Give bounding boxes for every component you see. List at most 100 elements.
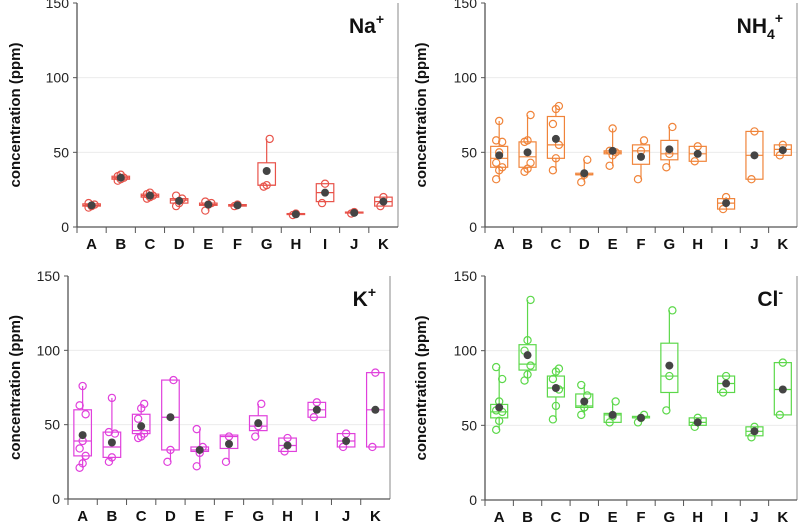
- data-point: [526, 158, 535, 167]
- mean-marker: [778, 146, 787, 155]
- x-tick-label: I: [724, 509, 728, 526]
- data-point: [491, 362, 501, 372]
- box: [660, 139, 679, 161]
- mean-marker: [722, 199, 731, 208]
- data-point: [139, 399, 149, 409]
- x-tick-label: D: [579, 236, 590, 253]
- data-point: [309, 413, 319, 422]
- x-tick-label: C: [550, 509, 561, 526]
- x-tick-label: K: [777, 509, 788, 526]
- data-point: [494, 116, 504, 126]
- x-tick-label: K: [378, 236, 389, 253]
- box-plot-G: [248, 399, 268, 441]
- box-plot-A: [73, 381, 93, 472]
- title-superscript: -: [778, 284, 783, 300]
- data-point: [611, 397, 620, 406]
- box-plot-D: [575, 155, 594, 187]
- box: [73, 409, 93, 457]
- mean-marker: [321, 188, 330, 197]
- data-point: [491, 175, 501, 184]
- data-point: [662, 163, 671, 172]
- data-point: [192, 462, 201, 471]
- data-point: [257, 399, 266, 409]
- data-point: [166, 445, 175, 455]
- data-point: [662, 406, 671, 415]
- box-plot-B: [102, 393, 122, 467]
- box-plot-F: [219, 432, 239, 467]
- box-plot-D: [161, 375, 180, 467]
- mean-marker: [145, 191, 154, 200]
- mean-marker: [116, 173, 125, 182]
- box-plot-I: [716, 192, 736, 214]
- data-point: [368, 442, 377, 452]
- x-tick-label: F: [636, 236, 645, 253]
- x-tick-label: C: [550, 236, 561, 253]
- data-point: [577, 177, 586, 187]
- title-superscript: +: [775, 10, 783, 26]
- mean-marker: [87, 201, 96, 210]
- y-axis-label: concentration (ppm): [7, 42, 24, 187]
- y-tick-label: 100: [37, 342, 61, 358]
- data-point: [548, 166, 558, 175]
- x-tick-label: D: [165, 508, 176, 525]
- y-tick-label: 150: [46, 0, 70, 11]
- box-plot-E: [190, 424, 210, 471]
- box-plot-J: [745, 127, 764, 184]
- data-point: [265, 134, 274, 144]
- box-plot-K: [374, 192, 393, 211]
- y-tick-label: 50: [461, 144, 477, 160]
- data-point: [78, 381, 87, 391]
- data-point: [718, 388, 728, 397]
- mean-marker: [637, 152, 645, 161]
- mean-marker: [78, 431, 87, 440]
- mean-marker: [551, 384, 560, 392]
- data-point: [523, 370, 532, 379]
- data-point: [554, 364, 564, 373]
- mean-marker: [312, 405, 321, 414]
- x-tick-label: J: [342, 508, 350, 525]
- data-point: [491, 136, 501, 145]
- x-tick-label: B: [106, 508, 117, 525]
- box-plot-K: [365, 368, 385, 452]
- box-plot-C: [546, 364, 566, 424]
- mean-marker: [551, 134, 560, 143]
- data-point: [608, 124, 617, 133]
- mean-marker: [523, 351, 532, 360]
- y-tick-label: 100: [454, 70, 478, 86]
- data-point: [747, 175, 756, 184]
- box-plot-K: [773, 140, 792, 160]
- chart-panel: 0 50 100 150 concentration (ppm) Na+ A B C D E F G H I…: [7, 0, 399, 253]
- panel-title: Cl-: [757, 284, 783, 311]
- box-plot-A: [490, 362, 509, 435]
- mean-marker: [137, 422, 146, 431]
- chart-panel: 0 50 100 150 concentration (ppm) NH4+ A B C D E F G H…: [413, 0, 798, 253]
- x-tick-label: E: [195, 508, 205, 525]
- box-plot-H: [688, 413, 707, 432]
- x-tick-label: E: [203, 236, 213, 253]
- data-point: [262, 180, 271, 190]
- box-plot-D: [169, 191, 189, 211]
- box-plot-F: [631, 136, 651, 184]
- data-point: [605, 161, 614, 170]
- data-point: [577, 410, 586, 420]
- y-axis-label: concentration (ppm): [413, 315, 430, 460]
- mean-marker: [608, 410, 617, 419]
- data-point: [75, 444, 84, 453]
- y-tick-label: 100: [46, 70, 70, 86]
- box-plot-J: [344, 207, 364, 218]
- mean-marker: [175, 196, 184, 205]
- x-tick-label: H: [692, 236, 703, 253]
- x-tick-label: H: [290, 236, 301, 253]
- x-tick-label: J: [750, 236, 758, 253]
- title-subscript: 4: [767, 26, 775, 42]
- title-superscript: +: [376, 11, 384, 27]
- box-plot-J: [336, 429, 356, 452]
- data-point: [163, 457, 172, 467]
- box-plot-H: [286, 209, 306, 220]
- mean-marker: [637, 413, 645, 422]
- box-plot-B: [111, 170, 131, 185]
- data-point: [665, 371, 674, 381]
- x-tick-label: G: [664, 509, 676, 526]
- mean-marker: [262, 167, 271, 175]
